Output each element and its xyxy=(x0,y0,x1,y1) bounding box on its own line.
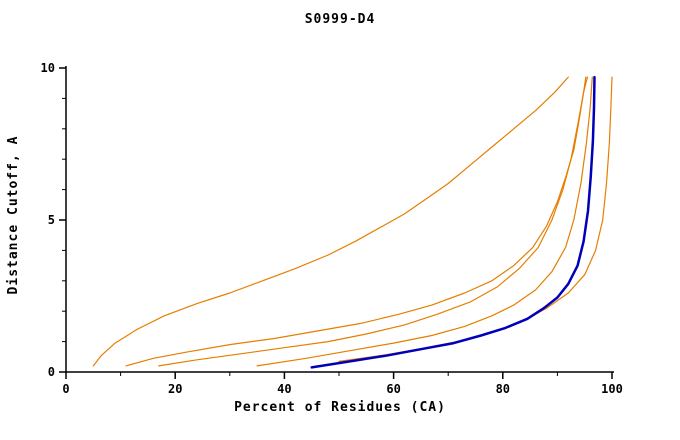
chart-title: S0999-D4 xyxy=(304,12,376,27)
series-orange-curve-4 xyxy=(256,76,593,367)
x-tick-label: 100 xyxy=(601,382,623,396)
series-orange-curve-3 xyxy=(158,76,589,367)
x-tick-label: 80 xyxy=(496,382,510,396)
series-orange-curve-1 xyxy=(92,76,569,367)
x-tick-label: 40 xyxy=(277,382,291,396)
y-tick-label: 10 xyxy=(41,61,55,75)
y-tick-label: 0 xyxy=(48,365,55,379)
y-axis-label: Distance Cutoff, A xyxy=(6,135,21,295)
x-tick-label: 20 xyxy=(168,382,182,396)
x-axis-label: Percent of Residues (CA) xyxy=(234,400,446,415)
series-highlighted-model-curve xyxy=(310,75,596,369)
y-tick-label: 5 xyxy=(48,213,55,227)
x-tick-label: 60 xyxy=(386,382,400,396)
x-tick-label: 0 xyxy=(62,382,69,396)
